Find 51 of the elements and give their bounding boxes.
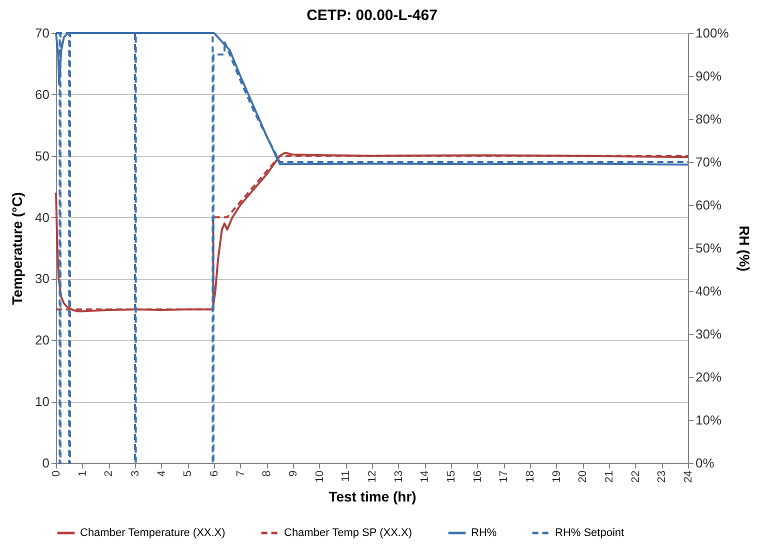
x-tick-label: 11: [340, 470, 352, 482]
x-tick-label: 4: [156, 470, 168, 477]
x-tick-label: 12: [366, 470, 378, 483]
y2-tick-label: 50%: [696, 240, 722, 256]
x-tick-label: 15: [446, 470, 458, 483]
y2-tick-label: 70%: [696, 154, 722, 170]
x-tick-label: 5: [182, 470, 194, 477]
y2-tick-label: 0%: [696, 456, 715, 470]
y2-tick-label: 90%: [696, 68, 722, 84]
x-tick-label: 0: [50, 470, 62, 477]
x-tick-label: 16: [472, 470, 484, 483]
y-tick-label: 20: [35, 332, 50, 348]
x-tick-label: 24: [682, 470, 694, 483]
y2-tick-label: 100%: [696, 26, 730, 40]
legend-label: RH%: [471, 527, 497, 539]
x-tick-label: 21: [604, 470, 616, 483]
x-tick-label: 2: [103, 470, 116, 477]
y2-tick-label: 40%: [696, 284, 722, 298]
y-tick-label: 60: [35, 86, 50, 102]
x-tick-label: 18: [524, 470, 536, 483]
x-tick-label: 9: [288, 470, 300, 477]
y2-tick-label: 30%: [696, 326, 722, 342]
chart-title: CETP: 00.00-L-467: [306, 7, 438, 24]
y-tick-label: 70: [35, 26, 50, 40]
x-tick-label: 22: [630, 470, 642, 483]
y2-axis-title: RH (%): [736, 226, 753, 272]
legend-label: Chamber Temperature (XX.X): [80, 527, 226, 539]
x-tick-label: 10: [314, 470, 326, 483]
y-tick-label: 30: [35, 271, 50, 286]
x-tick-label: 8: [261, 470, 274, 477]
x-tick-label: 23: [656, 470, 668, 483]
x-tick-label: 13: [392, 470, 405, 483]
x-tick-label: 7: [234, 470, 247, 477]
x-tick-label: 3: [130, 470, 142, 477]
y-tick-label: 50: [35, 148, 50, 164]
legend-label: Chamber Temp SP (XX.X): [284, 527, 412, 539]
y-axis-title: Temperature (°C): [9, 192, 26, 305]
y2-tick-label: 80%: [696, 112, 722, 126]
y-tick-label: 10: [35, 394, 50, 410]
legend-label: RH% Setpoint: [555, 527, 624, 539]
y2-tick-label: 60%: [696, 198, 722, 212]
x-tick-label: 19: [550, 470, 563, 483]
x-axis-title: Test time (hr): [328, 488, 416, 505]
y2-tick-label: 20%: [696, 370, 722, 384]
x-tick-label: 1: [76, 470, 89, 477]
y-tick-label: 40: [35, 210, 50, 225]
x-tick-label: 14: [419, 470, 432, 483]
x-tick-label: 20: [577, 470, 590, 483]
x-tick-label: 6: [208, 470, 220, 477]
y2-tick-label: 10%: [696, 412, 722, 428]
x-tick-label: 17: [498, 470, 510, 483]
